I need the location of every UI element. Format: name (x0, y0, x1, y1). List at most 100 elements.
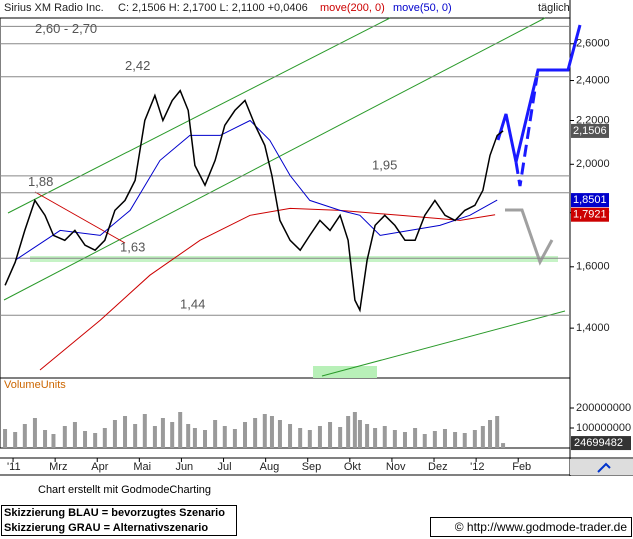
volume-bar (328, 422, 333, 448)
volume-bar (346, 416, 351, 448)
level-label: 1,63 (120, 240, 145, 255)
x-tick-label: Jul (218, 461, 232, 473)
scenario-blue (496, 24, 582, 163)
volume-bar (392, 430, 397, 448)
quote: C: 2,1506 H: 2,1700 L: 2,1100 +0,0406 (118, 2, 308, 14)
volume-bar (160, 418, 165, 448)
level-label: 2,60 - 2,70 (35, 21, 97, 36)
volume-bar (453, 432, 458, 448)
x-tick-label: Jun (175, 461, 193, 473)
x-tick-label: Feb (512, 461, 531, 473)
note: Skizzierung BLAU = bevorzugtes Szenario (4, 507, 225, 519)
x-tick-label: Sep (302, 461, 322, 473)
value-tag (571, 207, 609, 222)
volume-bar (93, 433, 98, 448)
volume-bar (43, 430, 48, 448)
volume-bar (203, 430, 208, 448)
volume-bar (222, 426, 227, 448)
y-tick-label: 2,2000 (576, 114, 610, 126)
volume-bar (142, 414, 147, 448)
scenario-blue (514, 69, 540, 187)
trend-channel (321, 310, 566, 377)
trend-channel (7, 17, 391, 214)
volume-bar (472, 430, 477, 448)
support-zone (313, 366, 377, 378)
value-tag-label: 1,8501 (573, 194, 607, 206)
level-label: 1,88 (28, 174, 53, 189)
volume-bar (432, 431, 437, 448)
volume-bar (462, 433, 467, 448)
volume-bar (213, 420, 218, 448)
y-tick-label: 1,4000 (576, 322, 610, 334)
volume-bar (72, 422, 77, 448)
credit: Chart erstellt mit GodmodeCharting (38, 484, 212, 496)
arrow-icon[interactable] (597, 462, 611, 473)
y-tick-label: 100000000 (576, 422, 631, 434)
volume-bar (357, 420, 362, 448)
volume-bar (495, 416, 500, 448)
volume-bar (501, 443, 506, 448)
note: Skizzierung GRAU = Alternativszenario (4, 522, 209, 534)
volume-bar (480, 426, 485, 448)
volume-bar (112, 420, 117, 448)
volume-bar (22, 424, 27, 448)
downtrend-line (34, 191, 126, 244)
scroll-button[interactable] (570, 459, 633, 475)
volume-bar (352, 412, 357, 448)
support-zone (30, 256, 558, 262)
value-tag-label: 24699482 (574, 437, 623, 449)
volume-bar (413, 428, 418, 448)
volume-bar (317, 426, 322, 448)
volume-bar (277, 420, 282, 448)
line-series (39, 207, 496, 371)
value-tag (571, 123, 609, 138)
x-tick-label: Okt (344, 461, 361, 473)
volume-bar (382, 426, 387, 448)
x-tick-label: Dez (428, 461, 448, 473)
x-tick-label: Nov (386, 461, 406, 473)
volume-bar (288, 424, 293, 448)
volume-bar (422, 434, 427, 448)
chart: Sirius XM Radio Inc. C: 2,1506 H: 2,1700… (0, 0, 633, 476)
level-label: 1,95 (372, 157, 397, 172)
volume-bar (3, 429, 8, 448)
level-label: 2,42 (125, 58, 150, 73)
volume-bar (13, 432, 18, 448)
volume-bar (170, 422, 175, 448)
volume-bar (102, 428, 107, 448)
value-tag (571, 436, 631, 451)
volume-bar (232, 429, 237, 448)
volume-bar (373, 428, 378, 448)
price-panel (0, 17, 571, 379)
y-tick-label: 1,6000 (576, 261, 610, 273)
x-tick-label: '11 (7, 461, 21, 473)
volume-bar (307, 430, 312, 448)
volume-bar (62, 426, 67, 448)
volume-title: VolumeUnits (4, 379, 66, 391)
volume-bar (262, 414, 267, 448)
x-tick-label: Mai (133, 461, 151, 473)
volume-bar (83, 431, 88, 448)
x-tick-label: Mrz (49, 461, 67, 473)
scenario-gray (505, 208, 554, 266)
volume-bar (133, 424, 138, 448)
x-tick-label: Apr (91, 461, 108, 473)
x-tick-label: Aug (260, 461, 280, 473)
volume-bar (365, 424, 370, 448)
volume-bar (488, 420, 493, 448)
volume-bar (442, 429, 447, 448)
value-tag-label: 2,1506 (573, 125, 607, 137)
volume-bar (178, 412, 183, 448)
line-series (4, 89, 504, 313)
volume-bar (243, 422, 248, 448)
volume-bar (152, 426, 157, 448)
level-label: 1,44 (180, 297, 205, 312)
volume-bar (298, 428, 303, 448)
volume-bar (32, 418, 37, 448)
chart-title: Sirius XM Radio Inc. (4, 2, 104, 14)
volume-bar (253, 418, 258, 448)
volume-bar (269, 416, 274, 448)
volume-bar (402, 432, 407, 448)
line-series (14, 119, 498, 261)
